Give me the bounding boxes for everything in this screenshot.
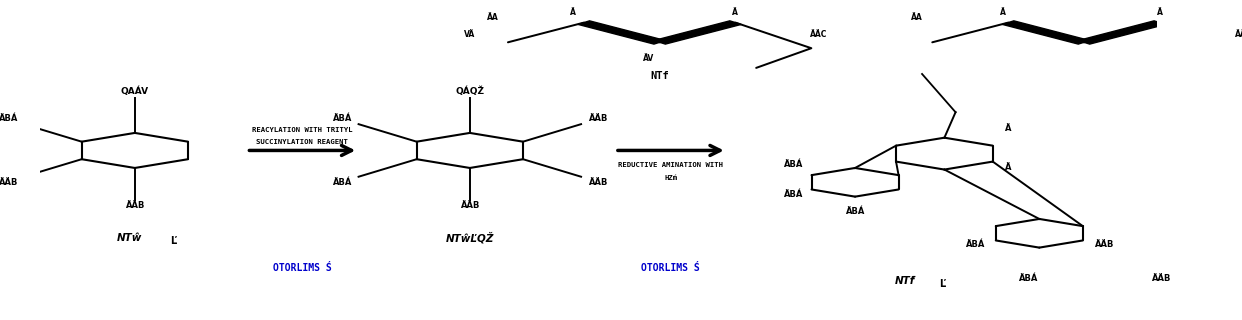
Text: ÄÄC: ÄÄC [810,30,827,39]
Text: REDUCTIVE AMINATION WITH: REDUCTIVE AMINATION WITH [619,162,723,168]
Polygon shape [578,21,666,44]
Text: QÁQŽ: QÁQŽ [456,87,484,96]
Text: NTŵĽQŽ: NTŵĽQŽ [446,232,494,243]
Text: Ľ: Ľ [170,236,176,246]
Text: ÄÄB: ÄÄB [587,114,607,123]
Text: ÄBÁ: ÄBÁ [846,207,864,216]
Text: ÄV: ÄV [643,54,655,63]
Text: REACYLATION WITH TRITYL: REACYLATION WITH TRITYL [252,127,353,133]
Text: Ľ: Ľ [939,279,945,290]
Text: ÄBÁ: ÄBÁ [1018,274,1038,283]
Text: QAÁV: QAÁV [120,87,149,96]
Text: ÄBÁ: ÄBÁ [784,190,802,199]
Text: Ä: Ä [1000,8,1006,17]
Text: ÄÄB: ÄÄB [125,201,144,211]
Text: ÄBÁ: ÄBÁ [784,160,802,169]
Text: SUCCINYLATION REAGENT: SUCCINYLATION REAGENT [256,140,348,146]
Text: VÄ: VÄ [465,30,476,39]
Text: ÄÄB: ÄÄB [587,178,607,187]
Text: ÄÄB: ÄÄB [0,178,17,187]
Text: ÄBÁ: ÄBÁ [965,240,985,249]
Text: ÄBÁ: ÄBÁ [333,178,351,187]
Text: Ä: Ä [1004,163,1011,172]
Text: NTf: NTf [651,71,669,81]
Text: Ä: Ä [570,8,576,17]
Polygon shape [1002,21,1089,44]
Text: ÄÄB: ÄÄB [460,201,479,211]
Text: Ä: Ä [1004,124,1011,133]
Text: HZḿ: HZḿ [664,174,677,180]
Text: ÄÄC: ÄÄC [1235,30,1242,39]
Polygon shape [1078,21,1165,44]
Text: NTŵ: NTŵ [117,233,142,243]
Text: Ä: Ä [1156,8,1163,17]
Text: OTORLIMS Ś: OTORLIMS Ś [273,263,332,273]
Text: NTf̃: NTf̃ [895,276,915,286]
Polygon shape [655,21,741,44]
Text: ÄBÁ: ÄBÁ [0,114,17,123]
Text: ÄA: ÄA [910,13,923,22]
Text: ÄBÁ: ÄBÁ [333,114,351,123]
Text: ÄÄB: ÄÄB [1094,240,1113,249]
Text: Ä: Ä [733,8,738,17]
Text: ÄÄB: ÄÄB [1151,274,1170,283]
Text: OTORLIMS Ś: OTORLIMS Ś [641,263,700,273]
Text: ÄA: ÄA [487,13,498,22]
